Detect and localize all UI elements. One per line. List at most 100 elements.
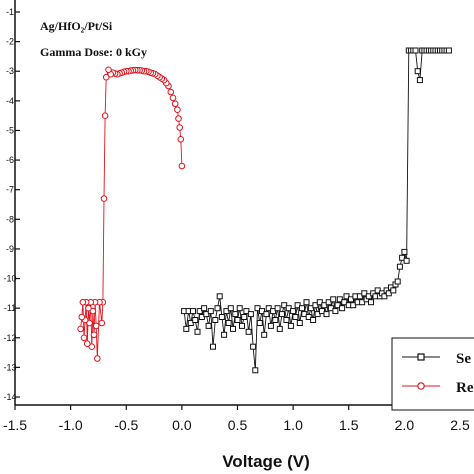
legend-marker-reset (417, 382, 425, 390)
data-point-reset (169, 94, 177, 102)
data-point-set (214, 305, 221, 312)
y-tick-label: -5 (6, 125, 14, 135)
data-point-reset (176, 124, 183, 131)
data-point-set (445, 47, 452, 54)
data-point-set (279, 311, 285, 318)
data-point-set (283, 317, 290, 323)
data-point-reset (102, 73, 110, 81)
series-layer (77, 47, 452, 374)
series-set (181, 47, 452, 374)
data-point-reset (80, 334, 88, 342)
data-point-reset (174, 106, 181, 113)
device-label: Ag/HfO₂/Pt/Si (40, 19, 113, 33)
data-point-set (190, 308, 196, 315)
data-point-set (412, 47, 419, 54)
data-point-set (401, 248, 408, 255)
data-point-reset (78, 313, 86, 321)
data-point-reset (178, 162, 186, 170)
data-point-set (396, 263, 403, 270)
y-tick-label: -14 (3, 392, 16, 402)
data-point-set (272, 317, 279, 323)
data-point-set (390, 287, 397, 294)
data-point-set (287, 322, 294, 329)
data-point-set (227, 305, 234, 312)
data-point-reset (101, 112, 109, 119)
data-point-reset (105, 66, 112, 74)
y-tick-label: -9 (6, 244, 14, 254)
data-point-reset (92, 322, 100, 330)
data-point-reset (86, 319, 93, 327)
x-ticks: -1.5 -1.0 -0.5 0.0 0.5 1.0 1.5 2.0 2.5 (3, 405, 470, 433)
data-point-set (414, 68, 421, 75)
data-point-set (221, 331, 228, 338)
data-point-set (218, 314, 225, 320)
y-tick-label: -7 (6, 185, 14, 195)
data-point-set (252, 367, 259, 374)
data-point-reset (77, 325, 84, 333)
data-point-set (207, 308, 214, 315)
x-tick-label: 1.0 (283, 417, 303, 433)
y-tick-label: -8 (6, 214, 14, 224)
data-point-set (394, 278, 401, 285)
data-point-set (292, 314, 299, 320)
data-point-set (239, 322, 245, 329)
series-line-reset (80, 68, 183, 359)
data-point-set (210, 343, 216, 350)
data-point-set (332, 308, 339, 315)
x-tick-label: -1.0 (59, 417, 83, 433)
data-point-reset (79, 298, 87, 306)
data-point-set (230, 325, 236, 332)
legend-box (391, 337, 474, 411)
data-point-set (296, 320, 303, 326)
data-point-reset (175, 115, 182, 122)
data-point-set (225, 320, 232, 326)
data-point-reset (89, 307, 97, 315)
data-point-set (192, 317, 199, 323)
y-tick-label: -6 (6, 155, 14, 165)
data-point-set (194, 328, 201, 335)
data-point-reset (167, 88, 175, 96)
x-axis-title: Voltage (V) (222, 452, 310, 471)
x-tick-label: 0.5 (228, 417, 248, 433)
data-point-set (234, 317, 241, 323)
data-point-set (303, 299, 310, 306)
data-point-set (330, 296, 337, 303)
data-point-set (267, 322, 274, 329)
data-point-set (250, 343, 257, 350)
data-point-reset (177, 136, 185, 143)
y-tick-label: -1 (6, 7, 14, 17)
data-point-set (274, 305, 281, 312)
x-tick-label: -0.5 (114, 417, 138, 433)
x-tick-label: 1.5 (339, 417, 359, 433)
x-tick-label: -1.5 (3, 417, 27, 433)
data-point-set (299, 305, 305, 312)
legend-label-set: Se (456, 351, 471, 367)
annotation-block: Ag/HfO₂/Pt/Si Gamma Dose: 0 kGy (40, 19, 147, 59)
y-tick-label: -10 (3, 274, 16, 284)
data-point-set (212, 317, 219, 323)
x-tick-label: 2.0 (395, 417, 415, 433)
data-point-set (290, 308, 297, 315)
data-point-reset (84, 340, 91, 348)
series-reset (77, 66, 186, 362)
data-point-reset (88, 343, 96, 351)
y-tick-label: -3 (6, 66, 14, 76)
y-tick-label: -13 (3, 362, 16, 372)
data-point-set (183, 325, 190, 332)
data-point-set (247, 311, 254, 318)
data-point-set (241, 314, 248, 320)
gamma-dose-label: Gamma Dose: 0 kGy (40, 45, 147, 59)
data-point-reset (171, 100, 179, 108)
data-point-set (339, 305, 346, 312)
data-point-set (323, 311, 330, 318)
y-tick-label: -2 (6, 37, 14, 47)
y-tick-label: -11 (4, 303, 16, 313)
data-point-reset (100, 195, 108, 202)
data-point-set (205, 322, 212, 329)
y-tick-label: -4 (6, 96, 14, 106)
data-point-set (201, 305, 208, 312)
y-tick-label: -12 (3, 333, 16, 343)
data-point-set (245, 328, 252, 335)
data-point-set (236, 305, 243, 312)
